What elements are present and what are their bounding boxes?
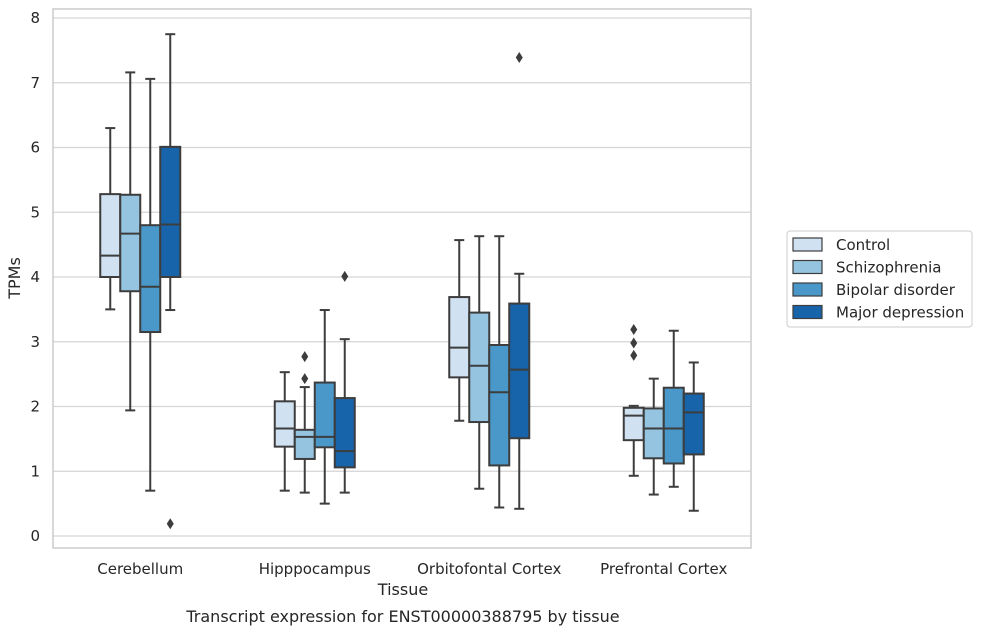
box bbox=[159, 145, 182, 278]
y-tick-label: 6 bbox=[30, 139, 40, 157]
y-axis-ticks: 0 1 2 3 4 5 6 7 8 bbox=[30, 9, 40, 545]
box-group bbox=[333, 270, 356, 494]
box-group bbox=[119, 71, 142, 412]
y-tick-label: 0 bbox=[30, 527, 40, 545]
legend-swatch bbox=[792, 259, 823, 275]
legend-label: Bipolar disorder bbox=[836, 281, 956, 299]
legend-label: Schizophrenia bbox=[836, 259, 941, 277]
box-group bbox=[159, 33, 182, 530]
x-axis-title: Tissue bbox=[377, 580, 428, 599]
outlier-point bbox=[515, 51, 523, 63]
outlier-point bbox=[301, 373, 309, 385]
box bbox=[139, 224, 162, 334]
y-tick-label: 3 bbox=[30, 333, 40, 351]
box bbox=[622, 406, 645, 442]
series-group bbox=[159, 33, 705, 530]
box bbox=[273, 400, 296, 448]
legend-swatch bbox=[792, 304, 823, 320]
box-group bbox=[313, 309, 336, 505]
box bbox=[508, 302, 531, 440]
legend-label: Major depression bbox=[836, 304, 964, 322]
plot-area bbox=[52, 8, 752, 549]
box bbox=[642, 407, 665, 460]
box bbox=[682, 392, 705, 456]
x-tick-label: Prefrontal Cortex bbox=[600, 560, 727, 578]
box-group bbox=[139, 77, 162, 492]
box bbox=[488, 343, 511, 467]
outlier-point bbox=[341, 270, 349, 282]
series-group bbox=[139, 77, 685, 509]
box bbox=[448, 296, 471, 379]
y-tick-label: 1 bbox=[30, 462, 40, 480]
box-group bbox=[488, 235, 511, 509]
outlier-point bbox=[630, 337, 638, 349]
legend-label: Control bbox=[836, 236, 890, 254]
legend-swatch bbox=[792, 282, 823, 297]
y-axis-title: TPMs bbox=[5, 257, 24, 300]
box bbox=[662, 386, 685, 465]
y-tick-label: 8 bbox=[30, 9, 40, 27]
outlier-point bbox=[301, 351, 309, 363]
box bbox=[333, 397, 356, 469]
box bbox=[468, 311, 491, 424]
box bbox=[99, 193, 122, 278]
box-group bbox=[293, 351, 316, 494]
box-group bbox=[682, 361, 705, 512]
box-group bbox=[642, 377, 665, 496]
outlier-point bbox=[630, 349, 638, 361]
legend: Control Schizophrenia Bipolar disorder Majo… bbox=[786, 230, 973, 328]
box-group bbox=[662, 329, 685, 488]
box-group bbox=[622, 323, 645, 477]
x-tick-label: Cerebellum bbox=[97, 560, 183, 578]
y-tick-label: 2 bbox=[30, 398, 40, 416]
legend-frame bbox=[786, 230, 973, 328]
outlier-point bbox=[166, 518, 174, 530]
y-tick-label: 4 bbox=[30, 268, 40, 286]
boxplot-series bbox=[99, 33, 705, 530]
series-group bbox=[99, 127, 645, 492]
x-tick-label: Hipppocampus bbox=[259, 560, 371, 578]
box-group bbox=[273, 371, 296, 492]
outlier-point bbox=[630, 323, 638, 335]
series-group bbox=[119, 71, 665, 496]
x-axis-ticks: Cerebellum Hipppocampus Orbitofontal Corte… bbox=[97, 560, 727, 578]
y-tick-label: 7 bbox=[30, 74, 40, 92]
box bbox=[119, 193, 142, 293]
chart-caption: Transcript expression for ENST0000038879… bbox=[185, 607, 619, 626]
box bbox=[293, 428, 316, 460]
box-group bbox=[468, 235, 491, 490]
y-tick-label: 5 bbox=[30, 203, 40, 221]
box-group bbox=[508, 51, 531, 510]
box-group bbox=[99, 127, 122, 311]
legend-swatch bbox=[792, 237, 823, 252]
x-tick-label: Orbitofontal Cortex bbox=[417, 560, 561, 578]
box-group bbox=[448, 239, 471, 422]
